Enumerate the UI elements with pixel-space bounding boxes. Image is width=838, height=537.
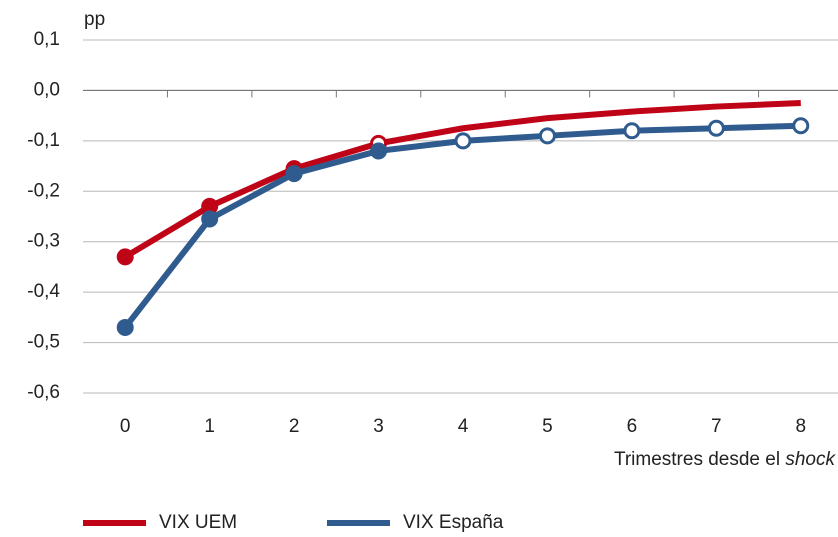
x-tick-label: 2 — [289, 416, 300, 437]
marker — [370, 142, 388, 160]
x-tick-label: 6 — [627, 416, 638, 437]
x-label-text: Trimestres desde el — [614, 449, 780, 470]
y-tick-label: -0,5 — [27, 332, 60, 353]
marker — [201, 210, 219, 228]
x-label-italic: shock — [785, 449, 836, 470]
x-tick-label: 5 — [542, 416, 553, 437]
y-tick-label: -0,2 — [27, 180, 60, 201]
y-tick-label: -0,1 — [27, 130, 60, 151]
x-tick-label: 3 — [373, 416, 384, 437]
x-tick-label: 8 — [795, 416, 806, 437]
marker — [116, 248, 134, 266]
x-tick-label: 7 — [711, 416, 722, 437]
series-line — [122, 122, 801, 330]
x-axis-label: Trimestres desde el shock — [614, 449, 837, 470]
legend-label: VIX UEM — [159, 512, 237, 533]
y-tick-label: 0,0 — [34, 79, 60, 100]
marker — [792, 117, 810, 135]
marker — [538, 127, 556, 145]
y-unit: pp — [84, 9, 105, 30]
y-tick-label: -0,4 — [27, 281, 60, 302]
x-tick-label: 4 — [458, 416, 469, 437]
x-tick-label: 0 — [120, 416, 131, 437]
marker — [707, 119, 725, 137]
marker — [116, 318, 134, 336]
y-tick-label: -0,3 — [27, 231, 60, 252]
marker — [285, 165, 303, 183]
x-tick-label: 1 — [204, 416, 215, 437]
series-line — [123, 100, 801, 260]
y-tick-label: 0,1 — [34, 29, 60, 50]
marker — [454, 132, 472, 150]
legend-label: VIX España — [403, 512, 504, 533]
y-tick-label: -0,6 — [27, 382, 60, 403]
marker — [623, 122, 641, 140]
